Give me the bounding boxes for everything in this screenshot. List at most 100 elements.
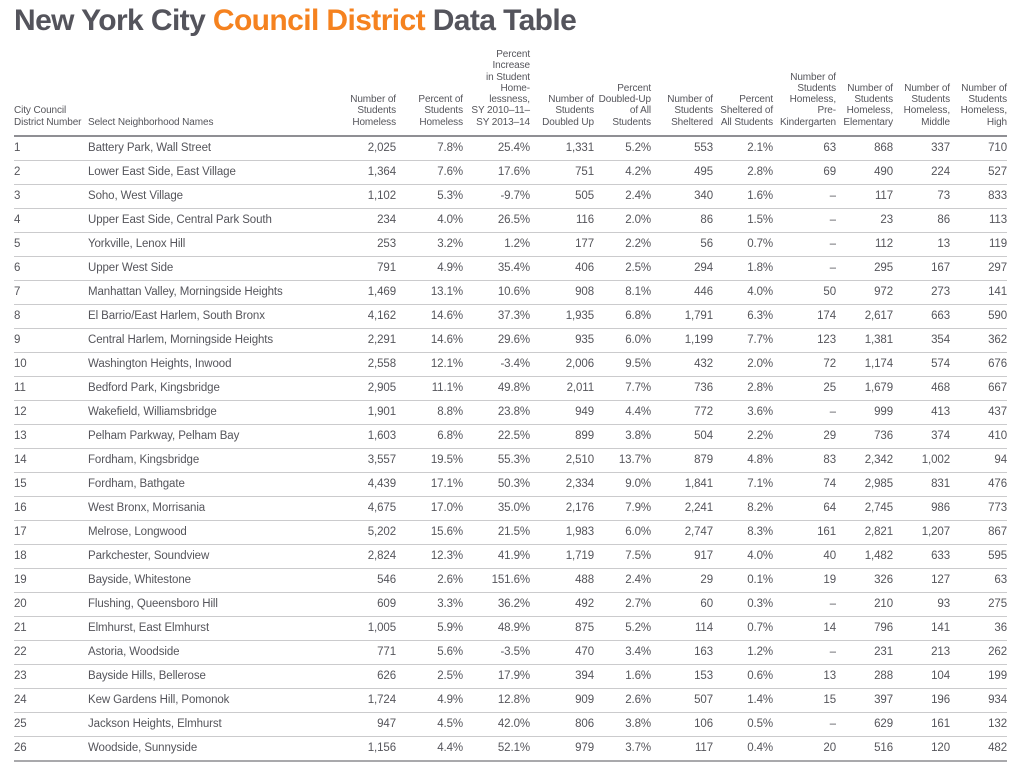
table-row: 23 Bayside Hills, Bellerose 626 2.5% 17.9% 39… [14, 664, 1007, 690]
cell-neighborhood-names: West Bronx, Morrisania [88, 496, 342, 522]
table-row: 2 Lower East Side, East Village 1,364 7.6% 1… [14, 160, 1007, 186]
page-title-part3: Data Table [424, 4, 577, 37]
cell-students-sheltered: 507 [651, 688, 713, 714]
cell-students-doubled-up: 909 [530, 688, 594, 714]
cell-students-sheltered: 1,199 [651, 328, 713, 354]
cell-district-number: 6 [14, 256, 88, 282]
cell-homeless-elementary: 231 [836, 640, 893, 666]
cell-homeless-middle: 161 [893, 712, 950, 738]
cell-percent-homeless: 17.0% [396, 496, 463, 522]
table-row: 12 Wakefield, Williamsbridge 1,901 8.8% 23.8… [14, 400, 1007, 426]
cell-homeless-middle: 224 [893, 160, 950, 186]
cell-students-sheltered: 56 [651, 232, 713, 258]
cell-students-homeless: 1,603 [342, 424, 396, 450]
cell-students-sheltered: 917 [651, 544, 713, 570]
cell-homeless-middle: 167 [893, 256, 950, 282]
cell-homeless-pre-kindergarten: 83 [773, 448, 836, 474]
cell-neighborhood-names: Bayside, Whitestone [88, 568, 342, 594]
cell-students-sheltered: 340 [651, 184, 713, 210]
cell-homeless-pre-kindergarten: – [773, 592, 836, 618]
cell-students-doubled-up: 2,334 [530, 472, 594, 498]
cell-percent-sheltered: 7.7% [713, 328, 773, 354]
cell-students-doubled-up: 505 [530, 184, 594, 210]
cell-students-homeless: 3,557 [342, 448, 396, 474]
cell-percent-increase-homelessness: -9.7% [463, 184, 530, 210]
cell-percent-sheltered: 0.1% [713, 568, 773, 594]
cell-percent-sheltered: 3.6% [713, 400, 773, 426]
cell-homeless-middle: 337 [893, 136, 950, 162]
cell-homeless-high: 199 [950, 664, 1007, 690]
cell-students-doubled-up: 470 [530, 640, 594, 666]
cell-students-doubled-up: 1,719 [530, 544, 594, 570]
cell-percent-increase-homelessness: -3.4% [463, 352, 530, 378]
cell-percent-homeless: 4.4% [396, 736, 463, 763]
cell-homeless-elementary: 2,985 [836, 472, 893, 498]
cell-homeless-middle: 273 [893, 280, 950, 306]
cell-homeless-high: 362 [950, 328, 1007, 354]
table-row: 3 Soho, West Village 1,102 5.3% -9.7% 505 2.4%… [14, 184, 1007, 210]
cell-percent-doubled-up: 6.8% [594, 304, 651, 330]
cell-homeless-pre-kindergarten: 50 [773, 280, 836, 306]
cell-percent-doubled-up: 3.8% [594, 424, 651, 450]
cell-homeless-middle: 13 [893, 232, 950, 258]
cell-neighborhood-names: Washington Heights, Inwood [88, 352, 342, 378]
cell-percent-sheltered: 0.5% [713, 712, 773, 738]
cell-homeless-middle: 413 [893, 400, 950, 426]
cell-students-sheltered: 772 [651, 400, 713, 426]
table-row: 19 Bayside, Whitestone 546 2.6% 151.6% 488 2.4… [14, 568, 1007, 594]
table-row: 25 Jackson Heights, Elmhurst 947 4.5% 42.0% 8… [14, 712, 1007, 738]
cell-students-homeless: 5,202 [342, 520, 396, 546]
cell-homeless-pre-kindergarten: 14 [773, 616, 836, 642]
cell-percent-doubled-up: 2.5% [594, 256, 651, 282]
cell-percent-increase-homelessness: 1.2% [463, 232, 530, 258]
cell-students-sheltered: 2,747 [651, 520, 713, 546]
cell-percent-doubled-up: 4.2% [594, 160, 651, 186]
cell-homeless-middle: 127 [893, 568, 950, 594]
cell-students-doubled-up: 899 [530, 424, 594, 450]
cell-percent-increase-homelessness: 29.6% [463, 328, 530, 354]
cell-students-doubled-up: 1,935 [530, 304, 594, 330]
cell-students-homeless: 2,558 [342, 352, 396, 378]
cell-percent-homeless: 12.3% [396, 544, 463, 570]
table-row: 6 Upper West Side 791 4.9% 35.4% 406 2.5% 294 1.… [14, 256, 1007, 282]
table-row: 10 Washington Heights, Inwood 2,558 12.1% -3… [14, 352, 1007, 378]
cell-percent-increase-homelessness: 37.3% [463, 304, 530, 330]
cell-homeless-elementary: 117 [836, 184, 893, 210]
cell-percent-doubled-up: 8.1% [594, 280, 651, 306]
cell-homeless-elementary: 1,174 [836, 352, 893, 378]
cell-percent-homeless: 8.8% [396, 400, 463, 426]
cell-percent-increase-homelessness: 151.6% [463, 568, 530, 594]
cell-homeless-high: 482 [950, 736, 1007, 763]
cell-percent-doubled-up: 2.4% [594, 184, 651, 210]
cell-students-doubled-up: 751 [530, 160, 594, 186]
cell-students-doubled-up: 875 [530, 616, 594, 642]
cell-homeless-high: 667 [950, 376, 1007, 402]
cell-homeless-high: 934 [950, 688, 1007, 714]
cell-students-homeless: 253 [342, 232, 396, 258]
cell-neighborhood-names: Lower East Side, East Village [88, 160, 342, 186]
table-row: 24 Kew Gardens Hill, Pomonok 1,724 4.9% 12.8… [14, 688, 1007, 714]
cell-students-homeless: 2,025 [342, 136, 396, 162]
cell-students-sheltered: 29 [651, 568, 713, 594]
cell-percent-homeless: 6.8% [396, 424, 463, 450]
cell-homeless-elementary: 295 [836, 256, 893, 282]
cell-students-homeless: 947 [342, 712, 396, 738]
cell-homeless-middle: 213 [893, 640, 950, 666]
column-header-percent-doubled-up: Percent Doubled-Up of All Students [594, 37, 651, 138]
cell-homeless-elementary: 326 [836, 568, 893, 594]
cell-percent-increase-homelessness: 17.9% [463, 664, 530, 690]
cell-percent-homeless: 15.6% [396, 520, 463, 546]
cell-students-sheltered: 2,241 [651, 496, 713, 522]
cell-homeless-pre-kindergarten: 63 [773, 136, 836, 162]
cell-district-number: 9 [14, 328, 88, 354]
cell-percent-sheltered: 2.2% [713, 424, 773, 450]
table-head: City Council District Number Select Neigh… [14, 37, 1007, 138]
cell-students-homeless: 1,102 [342, 184, 396, 210]
cell-students-sheltered: 879 [651, 448, 713, 474]
cell-homeless-high: 297 [950, 256, 1007, 282]
cell-homeless-pre-kindergarten: 72 [773, 352, 836, 378]
cell-district-number: 12 [14, 400, 88, 426]
cell-homeless-high: 867 [950, 520, 1007, 546]
cell-percent-increase-homelessness: 17.6% [463, 160, 530, 186]
